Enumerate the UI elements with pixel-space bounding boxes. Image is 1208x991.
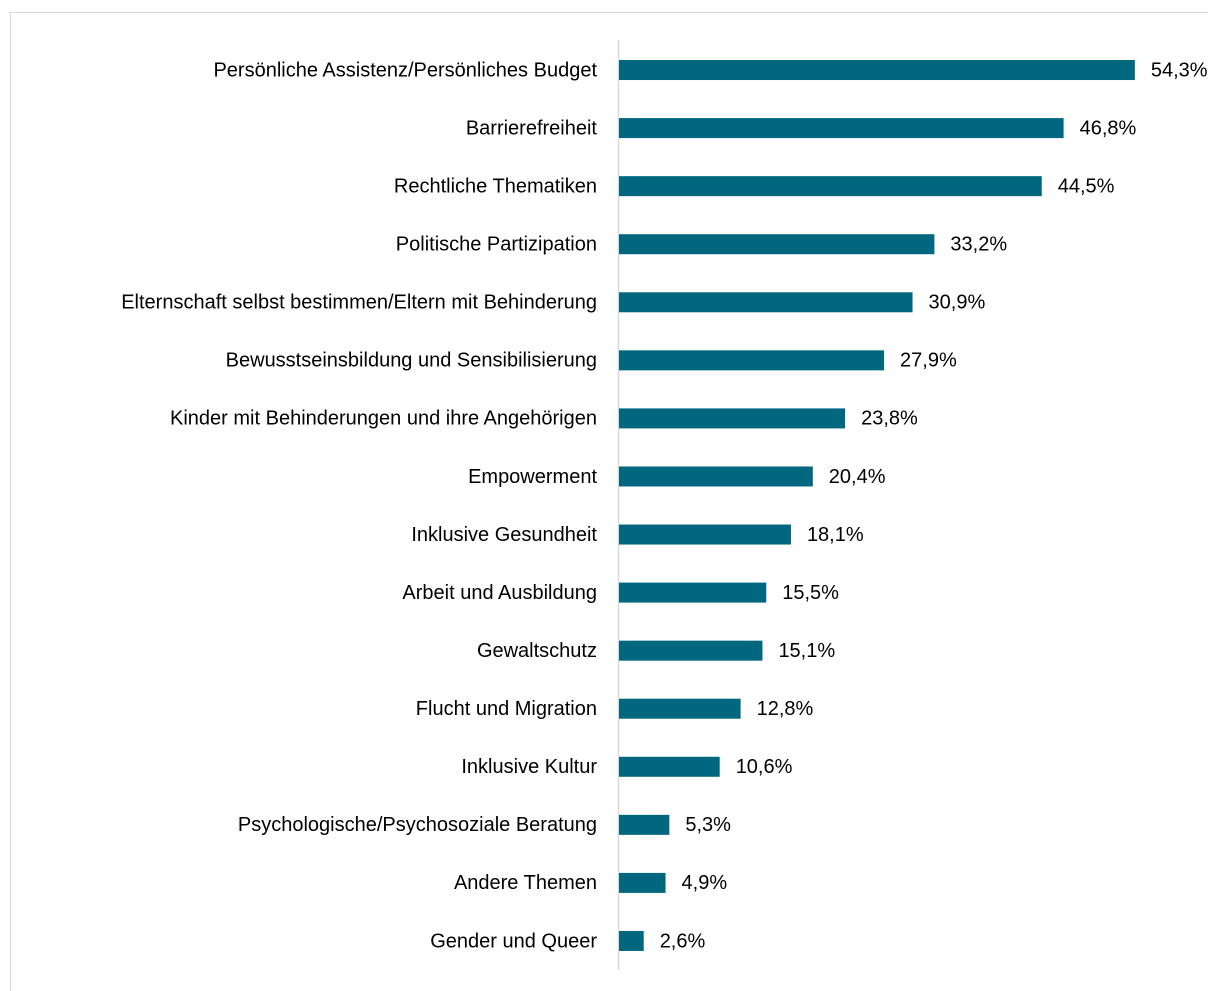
bar: [619, 698, 741, 719]
bar: [619, 292, 913, 313]
value-label: 12,8%: [757, 698, 814, 720]
category-label: Gewaltschutz: [477, 640, 597, 662]
bar: [619, 640, 763, 661]
value-label: 4,9%: [682, 872, 728, 894]
bar: [619, 756, 720, 777]
value-label: 10,6%: [736, 756, 793, 778]
value-label: 33,2%: [950, 234, 1007, 256]
bar: [619, 234, 935, 255]
bar: [619, 582, 767, 603]
bar: [619, 524, 791, 545]
category-label: Politische Partizipation: [396, 234, 597, 256]
bar: [619, 466, 813, 487]
category-label: Arbeit und Ausbildung: [402, 582, 597, 604]
value-label: 18,1%: [807, 524, 864, 546]
category-label: Empowerment: [468, 466, 597, 488]
category-label: Inklusive Gesundheit: [411, 524, 597, 546]
value-label: 23,8%: [861, 408, 918, 430]
bar: [619, 930, 644, 951]
bar: [619, 814, 670, 835]
value-label: 20,4%: [829, 466, 886, 488]
bar: [619, 176, 1042, 197]
value-label: 15,5%: [782, 582, 839, 604]
category-label: Rechtliche Thematiken: [394, 175, 597, 197]
category-label: Andere Themen: [454, 872, 597, 894]
value-label: 30,9%: [929, 292, 986, 314]
value-label: 27,9%: [900, 350, 957, 372]
bar: [619, 350, 885, 371]
value-label: 2,6%: [660, 930, 706, 952]
category-label: Barrierefreiheit: [466, 117, 598, 139]
category-label: Psychologische/Psychosoziale Beratung: [238, 814, 597, 836]
category-label: Gender und Queer: [430, 930, 597, 952]
value-label: 54,3%: [1151, 59, 1208, 81]
bar: [619, 408, 846, 429]
category-label: Bewusstseinsbildung und Sensibilisierung: [226, 350, 597, 372]
category-label: Inklusive Kultur: [461, 756, 597, 778]
value-label: 44,5%: [1058, 175, 1115, 197]
bar: [619, 872, 666, 893]
value-label: 5,3%: [685, 814, 731, 836]
value-label: 15,1%: [778, 640, 835, 662]
value-label: 46,8%: [1080, 117, 1137, 139]
category-label: Persönliche Assistenz/Persönliches Budge…: [213, 59, 597, 81]
bar: [619, 60, 1135, 81]
chart-frame: [10, 12, 1208, 991]
category-label: Flucht und Migration: [416, 698, 597, 720]
category-label: Elternschaft selbst bestimmen/Eltern mit…: [121, 292, 597, 314]
category-label: Kinder mit Behinderungen und ihre Angehö…: [170, 408, 597, 430]
bar: [619, 118, 1064, 139]
